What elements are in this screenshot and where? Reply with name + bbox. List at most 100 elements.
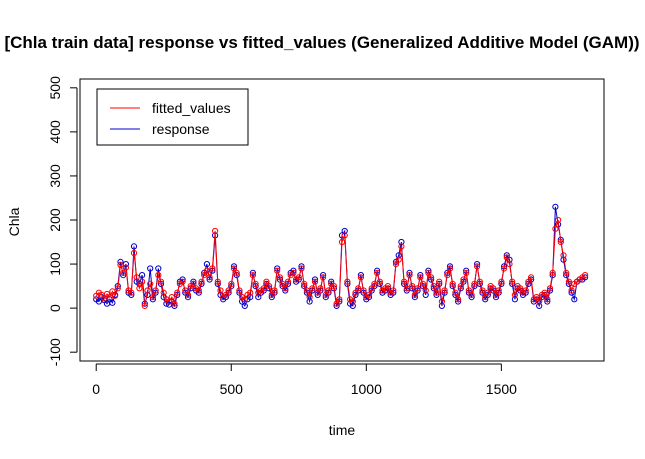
data-point-fitted-values [301,280,308,287]
x-axis-label: time [329,422,356,438]
x-tick-label: 1500 [486,381,517,397]
data-point-fitted-values [528,274,535,281]
data-point-fitted-values [368,285,375,292]
data-point-fitted-values [149,294,156,301]
legend: fitted_values response [96,88,249,146]
data-point-fitted-values [509,278,516,285]
data-point-fitted-values [392,261,400,268]
data-point-fitted-values [198,278,205,285]
data-point-fitted-values [217,287,224,294]
data-point-fitted-values [155,272,162,279]
data-point-fitted-values [157,278,165,285]
data-point-fitted-values [422,287,429,294]
data-point-fitted-values [352,289,359,296]
data-point-fitted-values [282,285,289,292]
data-point-response [341,227,348,235]
data-point-fitted-values [441,287,448,294]
data-point-response [571,296,578,303]
data-point-fitted-values [390,287,397,294]
data-point-fitted-values [144,287,151,294]
x-tick-label: 1000 [351,381,382,397]
data-point-fitted-values [471,280,478,287]
x-tick-label: 500 [220,381,244,397]
data-point-fitted-values [419,280,427,287]
data-point-response [141,300,148,307]
data-point-fitted-values [160,289,167,296]
data-point-response [436,280,443,287]
data-point-fitted-values [190,280,197,287]
y-axis-label: Chla [6,207,22,236]
data-point-fitted-values [479,287,486,294]
data-point-fitted-values [452,289,459,296]
data-point-fitted-values [446,265,454,272]
legend-box [96,88,249,146]
data-point-fitted-values [371,280,378,287]
legend-label-response: response [152,121,210,137]
data-point-fitted-values [152,287,159,294]
data-point-response [203,261,210,268]
data-point-fitted-values [395,256,402,263]
data-point-fitted-values [201,272,208,279]
data-point-response [552,203,559,210]
data-point-fitted-values [522,287,529,294]
data-point-fitted-values [241,296,248,303]
data-point-fitted-values [557,238,564,246]
data-point-fitted-values [279,280,286,287]
data-point-fitted-values [506,261,513,268]
data-point-fitted-values [555,216,562,224]
data-point-fitted-values [374,269,381,276]
data-point-fitted-values [182,287,189,294]
data-point-fitted-values [122,264,130,271]
data-point-fitted-values [563,269,570,276]
data-point-fitted-values [109,288,116,295]
data-point-fitted-values [428,274,435,281]
data-point-fitted-values [476,278,483,285]
data-point-fitted-values [406,272,413,279]
data-point-fitted-values [276,274,283,281]
data-point-fitted-values [503,254,510,261]
data-point-fitted-values [433,289,440,296]
data-point-response [438,302,445,309]
data-point-response [422,291,429,298]
y-tick-label: 500 [47,76,63,100]
data-point-fitted-values [268,291,275,298]
data-point-response [349,302,356,309]
data-point-fitted-values [336,296,343,303]
data-point-fitted-values [517,285,524,292]
data-point-fitted-values [314,289,321,296]
data-point-fitted-values [444,272,451,279]
series-fitted-values [93,216,589,309]
data-point-fitted-values [184,291,192,298]
data-point-fitted-values [266,283,273,290]
data-point-fitted-values [495,287,502,294]
data-point-fitted-values [114,285,121,292]
data-point-fitted-values [492,291,500,298]
data-point-fitted-values [414,285,421,292]
data-point-fitted-values [455,296,462,303]
data-point-fitted-values [482,294,489,301]
data-point-response [511,296,519,303]
data-point-fitted-values [465,287,472,294]
data-point-fitted-values [568,287,575,294]
data-point-fitted-values [263,278,270,285]
data-point-fitted-values [209,265,216,272]
data-point-fitted-values [501,265,508,272]
data-point-fitted-values [249,272,256,279]
data-point-fitted-values [360,287,367,294]
data-point-fitted-values [541,289,548,296]
data-point-fitted-values [490,285,497,292]
data-point-response [398,238,405,246]
data-point-fitted-values [549,269,556,276]
data-point-fitted-values [411,291,418,298]
data-point-fitted-values [463,269,470,276]
data-point-response [155,265,162,272]
data-point-fitted-values [168,294,175,301]
data-point-response [306,298,313,305]
data-point-fitted-values [403,285,410,292]
y-tick-label: 300 [47,164,63,188]
data-point-fitted-values [166,298,173,305]
data-point-fitted-values [247,289,254,296]
data-point-fitted-values [203,267,210,274]
data-point-fitted-values [333,300,340,307]
